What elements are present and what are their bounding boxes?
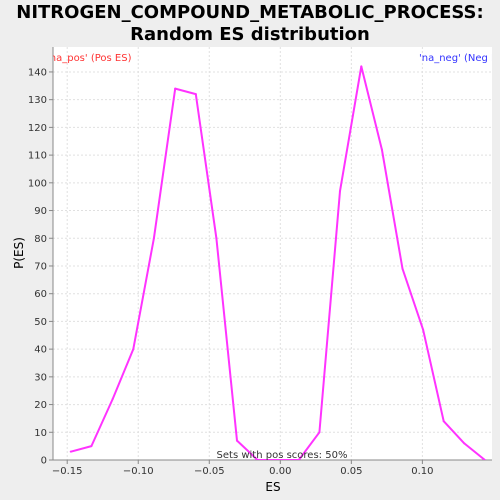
chart-title: NITROGEN_COMPOUND_METABOLIC_PROCESS: Ran… xyxy=(0,2,500,46)
x-tick-label: 0.10 xyxy=(411,466,433,477)
y-tick-label: 130 xyxy=(28,95,47,106)
data-point xyxy=(277,459,280,460)
axes: −0.15 −0.10 −0.05 0.00 0.05 0.10 0 10 20 30 40 50 60… xyxy=(28,47,492,477)
annotation-pos: 'na_pos' (Pos ES) xyxy=(47,53,132,64)
x-tick-label: 0.00 xyxy=(269,466,291,477)
data-point xyxy=(111,398,114,401)
y-tick-label: 30 xyxy=(34,372,47,383)
chart-title-line2: Random ES distribution xyxy=(130,24,370,45)
data-point xyxy=(483,459,486,460)
es-distribution-line xyxy=(70,65,486,460)
annotation-pos-scores: Sets with pos scores: 50% xyxy=(217,450,348,461)
y-tick-label: 0 xyxy=(41,456,47,467)
data-point xyxy=(256,459,259,460)
y-tick-label: 100 xyxy=(28,178,47,189)
y-axis-label: P(ES) xyxy=(12,237,26,269)
data-point xyxy=(380,148,383,151)
data-point xyxy=(360,65,363,68)
data-point xyxy=(318,431,321,434)
y-tick-label: 140 xyxy=(28,67,47,78)
y-tick-label: 80 xyxy=(34,234,47,245)
grid xyxy=(53,47,492,461)
x-tick-label: −0.05 xyxy=(194,466,225,477)
data-point xyxy=(297,459,300,460)
data-point xyxy=(90,445,93,448)
data-point xyxy=(442,420,445,423)
data-point xyxy=(235,439,238,442)
y-tick-label: 10 xyxy=(34,428,47,439)
y-tick-label: 50 xyxy=(34,317,47,328)
data-point xyxy=(338,190,341,193)
plot-area xyxy=(53,47,492,460)
data-point xyxy=(215,237,218,240)
y-tick-label: 70 xyxy=(34,261,47,272)
y-tick-label: 20 xyxy=(34,400,47,411)
y-tick-label: 60 xyxy=(34,289,47,300)
x-tick-label: 0.05 xyxy=(340,466,362,477)
chart-title-line1: NITROGEN_COMPOUND_METABOLIC_PROCESS: xyxy=(16,2,484,23)
data-point xyxy=(401,267,404,270)
series-layer xyxy=(69,65,486,460)
x-tick-label: −0.10 xyxy=(123,466,154,477)
annotation-neg: 'na_neg' (Neg ES) xyxy=(419,53,500,64)
data-point xyxy=(194,93,197,96)
y-tick-label: 120 xyxy=(28,123,47,134)
data-point xyxy=(69,450,72,453)
y-tick-label: 40 xyxy=(34,345,47,356)
x-tick-label: −0.15 xyxy=(52,466,83,477)
y-tick-label: 110 xyxy=(28,151,47,162)
data-point xyxy=(463,442,466,445)
data-point xyxy=(174,87,177,90)
data-point xyxy=(132,348,135,351)
x-axis-label: ES xyxy=(265,480,280,494)
y-tick-label: 90 xyxy=(34,206,47,217)
data-point xyxy=(422,328,425,331)
data-point xyxy=(152,237,155,240)
